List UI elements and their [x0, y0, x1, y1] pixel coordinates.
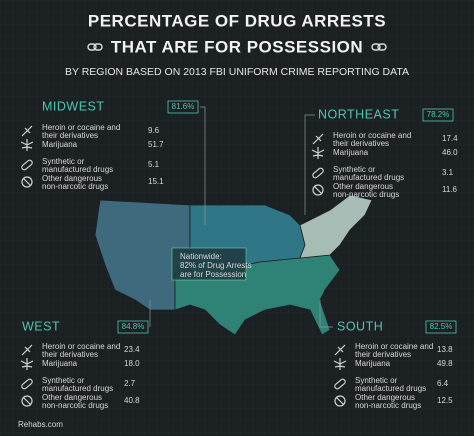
item-label: Marijuana — [355, 359, 391, 368]
item-label: Other dangerous — [333, 182, 393, 191]
region-percent: 81.6% — [172, 102, 195, 111]
item-label: Other dangerous — [355, 393, 415, 402]
item-label: their derivatives — [42, 350, 98, 359]
item-value: 18.0 — [124, 359, 140, 368]
percent-box — [422, 108, 454, 122]
item-value: 17.4 — [442, 134, 458, 143]
footer: Rehabs.com — [18, 420, 63, 429]
item-label: their derivatives — [42, 131, 98, 140]
item-label: Heroin or cocaine and — [355, 342, 433, 351]
item-value: 11.6 — [442, 185, 458, 194]
item-label: non-narcotic drugs — [333, 190, 399, 199]
item-label: manufactured drugs — [42, 165, 113, 174]
item-label: non-narcotic drugs — [355, 401, 421, 410]
region-percent: 78.2% — [427, 110, 450, 119]
item-label: Other dangerous — [42, 174, 102, 183]
item-label: manufactured drugs — [42, 384, 113, 393]
pill-icon — [21, 378, 33, 390]
title-line: THAT ARE FOR POSSESSION — [111, 37, 363, 56]
region-name: SOUTH — [337, 319, 383, 333]
syringe-icon — [315, 135, 322, 142]
item-value: 3.1 — [442, 168, 454, 177]
subtitle: BY REGION BASED ON 2013 FBI UNIFORM CRIM… — [65, 66, 409, 78]
item-value: 49.8 — [437, 359, 453, 368]
item-value: 15.1 — [148, 177, 164, 186]
pill-icon — [21, 159, 33, 171]
item-label: their derivatives — [333, 139, 389, 148]
percent-box — [425, 320, 457, 334]
syringe-icon — [24, 346, 31, 353]
item-label: Synthetic or — [42, 376, 85, 385]
nationwide-text: Nationwide: — [180, 252, 222, 261]
item-label: Synthetic or — [42, 157, 85, 166]
item-label: Heroin or cocaine and — [42, 123, 120, 132]
nationwide-text: 82% of Drug Arrests — [180, 261, 252, 270]
nationwide-box — [171, 247, 247, 281]
syringe-icon — [312, 133, 324, 145]
region-name: NORTHEAST — [318, 107, 399, 121]
connectors — [149, 106, 333, 328]
item-label: non-narcotic drugs — [42, 401, 108, 410]
item-label: Marijuana — [333, 148, 369, 157]
us-map — [94, 194, 373, 336]
leaf-icon — [20, 139, 34, 151]
no-icon — [312, 184, 324, 196]
pill-icon — [312, 167, 324, 179]
northeast-region — [299, 194, 373, 259]
item-label: Heroin or cocaine and — [42, 342, 120, 351]
item-label: non-narcotic drugs — [42, 182, 108, 191]
item-value: 13.8 — [437, 345, 453, 354]
syringe-icon — [337, 346, 344, 353]
item-label: Synthetic or — [333, 165, 376, 174]
pill-icon — [334, 378, 346, 390]
item-value: 5.1 — [148, 160, 160, 169]
no-icon — [21, 395, 33, 407]
syringe-icon — [24, 127, 31, 134]
item-value: 6.4 — [437, 379, 449, 388]
item-label: Marijuana — [42, 359, 78, 368]
no-icon — [336, 397, 344, 405]
item-label: manufactured drugs — [355, 384, 426, 393]
item-value: 51.7 — [148, 140, 164, 149]
item-value: 23.4 — [124, 345, 140, 354]
percent-box — [117, 320, 149, 334]
region-panel: NORTHEAST 78.2% Heroin or cocaine andtheir… — [311, 107, 458, 199]
syringe-icon — [21, 344, 33, 356]
item-label: Synthetic or — [355, 376, 398, 385]
item-value: 2.7 — [124, 379, 136, 388]
syringe-icon — [334, 344, 346, 356]
leaf-icon — [311, 147, 325, 159]
region-name: MIDWEST — [42, 99, 105, 113]
percent-box — [167, 100, 199, 114]
leaf-icon — [20, 358, 34, 370]
region-percent: 84.8% — [122, 322, 145, 331]
item-value: 46.0 — [442, 148, 458, 157]
no-icon — [23, 397, 31, 405]
item-label: Heroin or cocaine and — [333, 131, 411, 140]
syringe-icon — [21, 125, 33, 137]
no-icon — [314, 186, 322, 194]
item-value: 9.6 — [148, 126, 160, 135]
item-value: 40.8 — [124, 396, 140, 405]
no-icon — [21, 176, 33, 188]
item-label: Marijuana — [42, 140, 78, 149]
chain-icon — [87, 43, 387, 51]
title-line: PERCENTAGE OF DRUG ARRESTS — [88, 11, 386, 30]
no-icon — [334, 395, 346, 407]
item-label: their derivatives — [355, 350, 411, 359]
region-percent: 82.5% — [430, 322, 453, 331]
item-label: manufactured drugs — [333, 173, 404, 182]
region-name: WEST — [22, 319, 60, 333]
item-label: Other dangerous — [42, 393, 102, 402]
nationwide-text: are for Possession — [180, 270, 246, 279]
leaf-icon — [333, 358, 347, 370]
no-icon — [23, 178, 31, 186]
item-value: 12.5 — [437, 396, 453, 405]
